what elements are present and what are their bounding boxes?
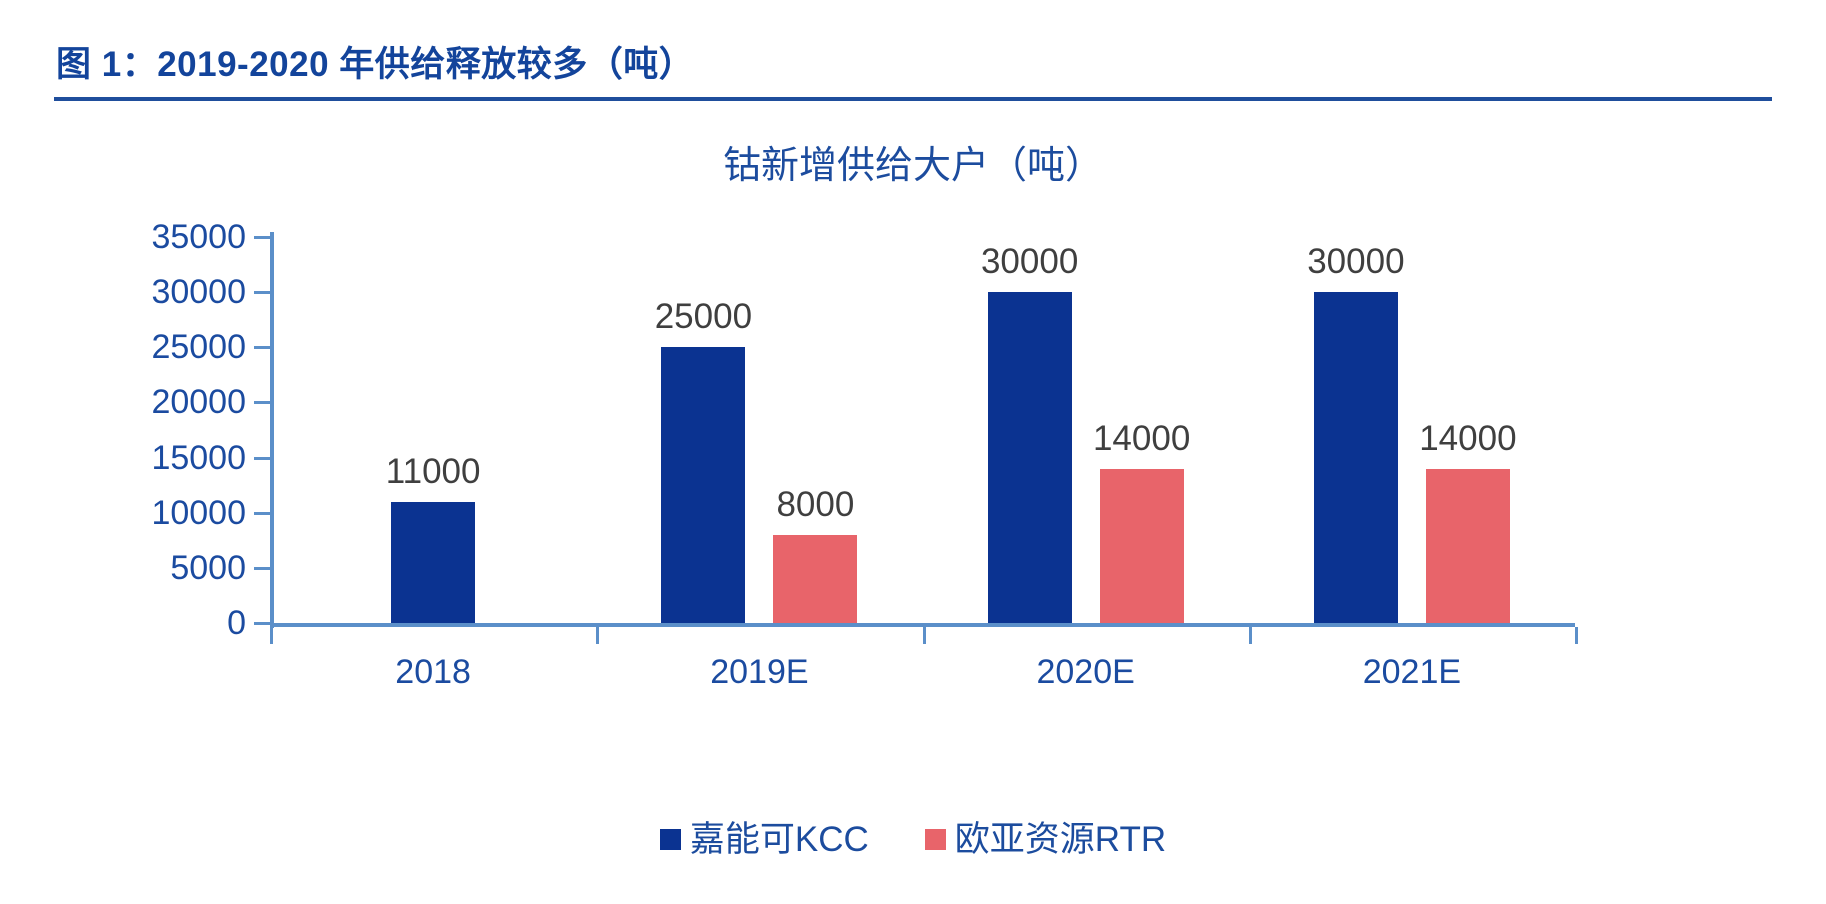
bar-kcc-2020E[interactable] [987,292,1072,623]
x-axis-tick [270,627,273,644]
bar-value-label: 30000 [980,242,1079,282]
chart-legend: 嘉能可KCC 欧亚资源RTR [0,822,1826,857]
y-axis-label: 35000 [151,218,246,256]
x-axis-label: 2021E [1362,653,1462,691]
bar-value-label: 25000 [654,297,753,337]
y-axis-tick [254,622,272,625]
y-axis-tick [254,291,272,295]
chart-area: 钴新增供给大户（吨） 0 5000 10000 15000 20000 25000 3000… [0,112,1826,904]
bar-value-label: 14000 [1092,418,1191,458]
bar-value-label: 11000 [385,451,481,491]
bar-kcc-2018[interactable] [391,501,476,623]
y-axis-label: 25000 [151,328,246,367]
figure-title: 图 1：2019-2020 年供给释放较多（吨） [56,45,695,84]
y-axis-tick [254,511,272,515]
legend-item-rtr[interactable]: 欧亚资源RTR [924,820,1167,859]
x-axis-tick [1575,627,1578,644]
y-axis-label: 0 [227,604,246,642]
y-axis-label: 10000 [151,493,246,532]
y-axis-tick [254,236,272,239]
bar-kcc-2019E[interactable] [661,347,746,623]
figure-title-rule [54,97,1772,101]
x-axis-tick [922,627,926,644]
bar-rtr-2021E[interactable] [1425,468,1510,623]
y-axis-tick [254,456,272,460]
plot-region: 0 5000 10000 15000 20000 25000 30000 35000 2018… [151,220,1578,691]
bar-rtr-2019E[interactable] [773,534,858,623]
y-axis-tick [254,566,272,570]
y-axis-label: 20000 [151,383,246,422]
legend-item-kcc[interactable]: 嘉能可KCC [659,820,869,859]
y-axis-label: 30000 [151,273,246,312]
x-axis-label: 2019E [710,653,809,691]
bar-value-label: 8000 [776,484,855,524]
legend-swatch-icon [924,829,946,850]
figure-heading: 图 1：2019-2020 年供给释放较多（吨） [0,0,1826,112]
chart-title: 钴新增供给大户（吨） [722,145,1103,187]
bar-kcc-2021E[interactable] [1313,292,1398,623]
x-axis-tick [1248,627,1252,644]
x-axis-line [270,623,1575,627]
bar-value-label: 14000 [1419,418,1517,458]
x-axis-tick [596,627,600,644]
bar-rtr-2020E[interactable] [1099,468,1184,623]
y-axis-label: 5000 [170,548,246,587]
x-axis-label: 2020E [1036,653,1135,691]
legend-label: 嘉能可KCC [689,820,869,859]
legend-swatch-icon [659,829,681,850]
y-axis-label: 15000 [151,438,246,477]
y-axis-tick [254,346,272,350]
x-axis-label: 2018 [395,653,471,691]
y-axis-line [270,232,274,628]
bar-value-label: 30000 [1307,242,1405,282]
legend-label: 欧亚资源RTR [954,820,1167,859]
y-axis-tick [254,401,272,405]
